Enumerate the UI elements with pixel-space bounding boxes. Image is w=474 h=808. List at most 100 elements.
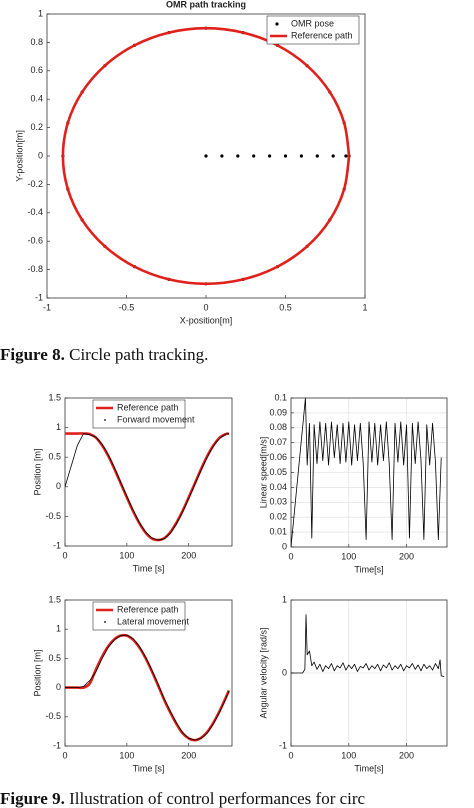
y-tick-label: -1 (53, 740, 61, 750)
y-tick-label: 0.02 (269, 512, 287, 522)
x-tick-label: -0.5 (119, 302, 135, 312)
series-line (291, 398, 442, 547)
y-tick-label: -1 (279, 740, 287, 750)
y-tick-label: 0.5 (48, 653, 61, 663)
x-tick-label: 0 (288, 551, 293, 561)
legend-label: Lateral movement (117, 616, 190, 626)
series-line (65, 432, 230, 542)
data-point (252, 154, 256, 158)
x-tick-label: 200 (399, 750, 414, 760)
data-point (344, 154, 348, 158)
y-tick-label: 1 (38, 8, 43, 18)
y-tick-label: 0.06 (269, 452, 287, 462)
y-tick-label: -0.5 (45, 711, 61, 721)
y-tick-label: 0.04 (269, 482, 287, 492)
series-group (65, 633, 231, 742)
x-axis-label: Time [s] (133, 763, 165, 773)
y-tick-label: 0 (282, 541, 287, 551)
series-line (61, 26, 351, 286)
legend-swatch (104, 419, 106, 421)
series-line (291, 614, 445, 678)
data-point (204, 154, 208, 158)
legend-box (266, 15, 360, 45)
y-tick-label: 0.08 (269, 422, 287, 432)
x-axis-label: X-position[m] (180, 315, 233, 325)
y-tick-label: -0.4 (27, 207, 43, 217)
y-tick-label: 1 (282, 594, 287, 604)
y-axis-label: Angular velocity [rad/s] (258, 627, 268, 718)
y-tick-label: 1 (56, 624, 61, 634)
x-axis-label: Time[s] (354, 564, 383, 574)
axes-frame (290, 397, 448, 548)
plot: -1 -0.5 0 0.5 1 -1 -0.8 -0.6 -0.4 -0.2 0 0.2 0.4 0.6 0… (14, 0, 367, 325)
y-tick-label: 0.1 (274, 392, 287, 402)
x-tick-label: 100 (119, 750, 134, 760)
caption-text: Illustration of control performances for… (69, 789, 365, 808)
axes-frame (64, 599, 233, 747)
y-tick-label: 0.4 (30, 94, 43, 104)
y-tick-label: 1.5 (48, 594, 61, 604)
y-tick-label: 0 (56, 682, 61, 692)
y-tick-label: 0 (38, 150, 43, 160)
y-tick-label: 0 (282, 667, 287, 677)
legend-box (92, 399, 186, 429)
legend-label: Forward movement (117, 414, 195, 424)
x-tick-label: 0.5 (279, 302, 292, 312)
y-tick-label: -1 (35, 292, 43, 302)
y-tick-label: 0.6 (30, 65, 43, 75)
y-tick-label: 0 (56, 481, 61, 491)
legend-label: Reference path (117, 402, 179, 412)
y-tick-label: 0.5 (48, 452, 61, 462)
chart-title: OMR path tracking (166, 0, 246, 9)
x-axis-label: Time [s] (133, 563, 165, 573)
data-point (283, 154, 288, 158)
y-tick-label: 0.2 (30, 122, 43, 132)
y-tick-label: 0.07 (269, 437, 287, 447)
series-group (291, 614, 445, 678)
x-tick-label: 0 (203, 302, 208, 312)
y-tick-label: -1 (53, 540, 61, 550)
x-tick-label: 200 (181, 750, 196, 760)
series-line (65, 433, 229, 541)
data-point (331, 154, 335, 158)
legend-label: OMR pose (291, 18, 334, 28)
y-axis-label: Y-position[m] (14, 130, 24, 182)
data-point (220, 154, 224, 158)
y-tick-label: -0.6 (27, 236, 43, 246)
legend-label: Reference path (291, 30, 353, 40)
legend-swatch (104, 621, 106, 623)
figure-8-caption: Figure 8. Circle path tracking. (0, 345, 208, 364)
legend-swatch (275, 22, 279, 26)
plot: 0 100 200 -1 -0.5 0 0.5 1 1.5 Reference path Forwa… (32, 392, 233, 573)
y-tick-label: 0.03 (269, 497, 287, 507)
plot: 0 100 200 0 0.01 0.02 0.03 0.04 0.05 0.06 0.07 0.08… (258, 392, 448, 574)
x-tick-label: 0 (62, 750, 67, 760)
caption-text: Circle path tracking. (69, 345, 208, 364)
series-group (61, 26, 351, 286)
y-tick-label: -0.2 (27, 179, 43, 189)
y-tick-label: 1 (56, 422, 61, 432)
y-axis-label: Position [m] (32, 649, 42, 696)
plot: 0 100 200 -1 -0.5 0 0.5 1 1.5 Reference path Later… (32, 594, 233, 773)
series-group (65, 432, 230, 542)
y-axis-label: Position [m] (32, 448, 42, 495)
series-group (291, 398, 442, 547)
x-tick-label: 200 (181, 550, 196, 560)
data-point (268, 154, 272, 158)
x-tick-label: 0 (62, 550, 67, 560)
x-tick-label: 0 (288, 750, 293, 760)
legend-box (92, 601, 186, 631)
data-point (236, 154, 240, 158)
x-tick-label: 200 (399, 551, 414, 561)
series-line (65, 634, 230, 741)
y-tick-label: -0.5 (45, 511, 61, 521)
x-axis-label: Time[s] (354, 763, 383, 773)
figure-9-caption: Figure 9. Illustration of control perfor… (0, 789, 366, 808)
data-point (299, 154, 303, 158)
x-tick-label: 100 (119, 550, 134, 560)
y-tick-label: 0.01 (269, 526, 287, 536)
caption-label: Figure 9. (0, 789, 65, 808)
x-tick-label: 100 (341, 750, 356, 760)
